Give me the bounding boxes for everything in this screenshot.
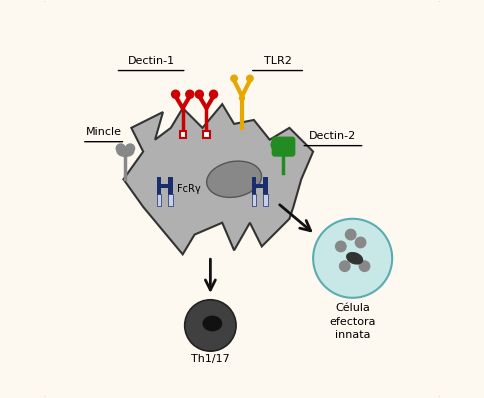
Text: Th1/17: Th1/17	[191, 354, 230, 364]
FancyBboxPatch shape	[180, 131, 186, 138]
Text: Dectin-2: Dectin-2	[309, 131, 357, 141]
FancyBboxPatch shape	[157, 177, 161, 195]
Text: FcRγ: FcRγ	[177, 184, 200, 194]
FancyBboxPatch shape	[43, 0, 441, 398]
FancyBboxPatch shape	[252, 177, 256, 195]
Circle shape	[345, 228, 357, 240]
FancyBboxPatch shape	[263, 194, 268, 206]
Circle shape	[246, 74, 254, 82]
Circle shape	[339, 260, 351, 272]
Circle shape	[185, 300, 236, 351]
FancyBboxPatch shape	[272, 137, 295, 157]
Circle shape	[125, 143, 136, 154]
Circle shape	[335, 240, 347, 252]
Circle shape	[209, 90, 218, 99]
Text: Célula: Célula	[335, 303, 370, 313]
Ellipse shape	[117, 146, 134, 157]
FancyBboxPatch shape	[157, 194, 161, 206]
Text: Mincle: Mincle	[86, 127, 121, 137]
FancyBboxPatch shape	[252, 184, 268, 188]
FancyBboxPatch shape	[252, 194, 256, 206]
FancyBboxPatch shape	[157, 184, 173, 188]
Circle shape	[271, 139, 282, 151]
Text: TLR2: TLR2	[264, 56, 291, 66]
Text: innata: innata	[335, 330, 370, 340]
Circle shape	[239, 95, 245, 101]
Ellipse shape	[202, 316, 222, 332]
Circle shape	[359, 260, 370, 272]
Text: efectora: efectora	[330, 316, 376, 326]
Circle shape	[230, 74, 238, 82]
Polygon shape	[123, 104, 313, 254]
Circle shape	[185, 90, 195, 99]
Circle shape	[171, 90, 181, 99]
Circle shape	[116, 143, 126, 154]
Circle shape	[313, 219, 392, 298]
FancyBboxPatch shape	[168, 177, 173, 195]
Ellipse shape	[346, 252, 363, 265]
Text: Dectin-1: Dectin-1	[128, 56, 175, 66]
Ellipse shape	[207, 161, 261, 197]
FancyBboxPatch shape	[263, 177, 268, 195]
Circle shape	[195, 90, 204, 99]
FancyBboxPatch shape	[203, 131, 210, 138]
Circle shape	[282, 137, 292, 148]
Circle shape	[355, 236, 366, 248]
FancyBboxPatch shape	[168, 194, 173, 206]
